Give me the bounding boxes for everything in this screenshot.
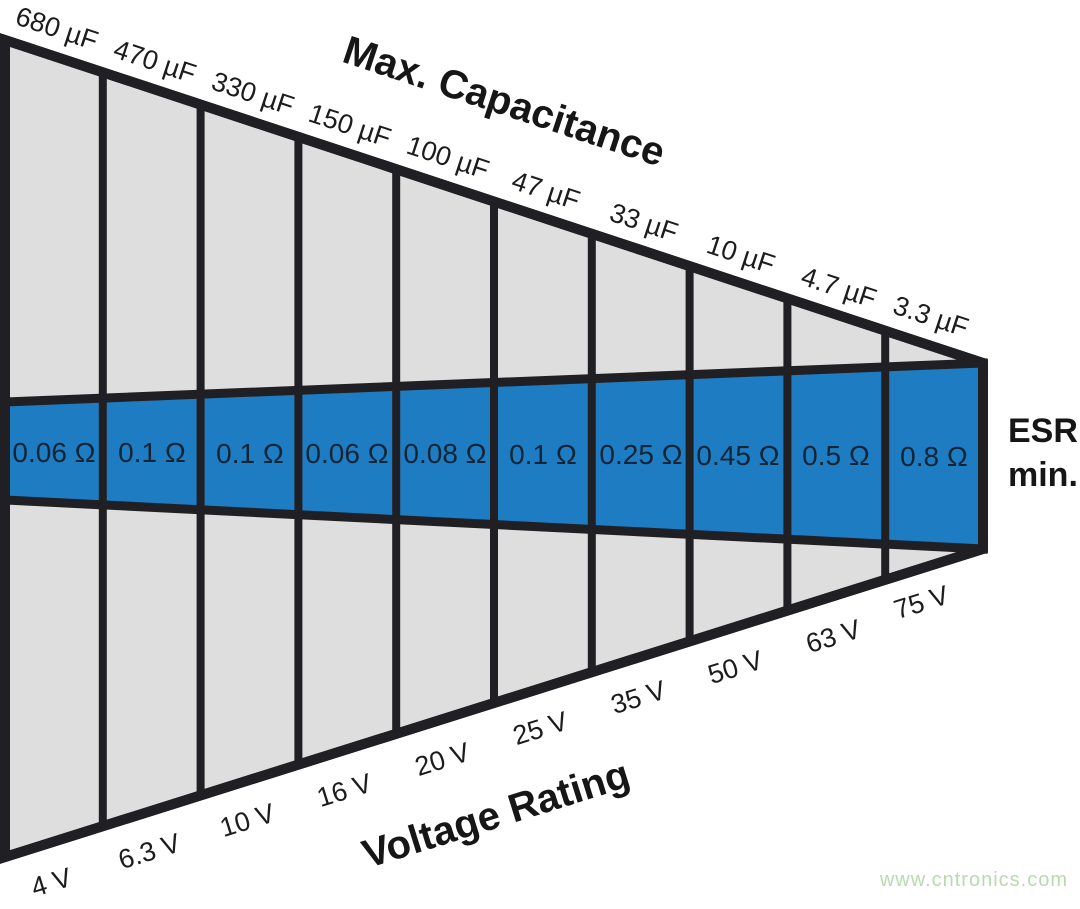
esr-value: 0.1 Ω (118, 437, 186, 468)
esr-min-line2: min. (1008, 456, 1078, 494)
esr-value: 0.25 Ω (599, 439, 682, 470)
esr-value: 0.06 Ω (12, 437, 95, 468)
max-capacitance-title: Max. Capacitance (338, 28, 671, 175)
esr-value: 0.06 Ω (305, 438, 388, 469)
esr-min-label: ESR min. (1008, 412, 1078, 494)
voltage-rating-title: Voltage Rating (357, 752, 635, 877)
column-dividers (98, 72, 890, 827)
voltage-label: 20 V (411, 737, 473, 782)
voltage-label: 35 V (607, 675, 669, 720)
esr-values: 0.06 Ω 0.1 Ω 0.1 Ω 0.06 Ω 0.08 Ω 0.1 Ω 0… (12, 437, 967, 472)
voltage-label: 4 V (27, 862, 75, 903)
voltage-label: 10 V (216, 798, 278, 843)
esr-value: 0.1 Ω (509, 439, 577, 470)
voltage-label: 16 V (313, 768, 375, 813)
esr-value: 0.08 Ω (403, 438, 486, 469)
esr-value: 0.45 Ω (696, 440, 779, 471)
voltage-label: 50 V (704, 645, 766, 690)
voltage-label: 63 V (802, 614, 864, 659)
esr-value: 0.1 Ω (216, 438, 284, 469)
esr-min-line1: ESR (1008, 412, 1078, 450)
voltage-label: 6.3 V (115, 828, 184, 875)
voltage-label: 75 V (890, 580, 952, 625)
esr-value: 0.5 Ω (802, 440, 870, 471)
voltage-label: 25 V (509, 706, 571, 751)
wedge-outline (0, 33, 988, 864)
watermark: www.cntronics.com (879, 869, 1068, 891)
esr-value: 0.8 Ω (900, 441, 968, 472)
